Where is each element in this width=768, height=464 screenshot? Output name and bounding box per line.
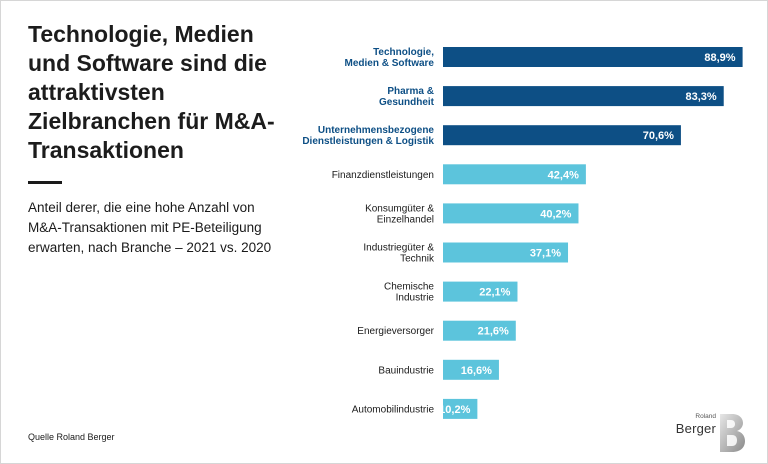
bar-value-label: 16,6% xyxy=(461,365,492,377)
logo-mark-icon xyxy=(720,414,745,452)
category-label: Energieversorger xyxy=(357,326,434,337)
roland-berger-logo: Roland Berger xyxy=(676,412,746,452)
bar-value-label: 70,6% xyxy=(643,130,674,142)
bar-6 xyxy=(443,281,518,302)
bar-value-label: 37,1% xyxy=(530,248,561,260)
bar-value-label: 88,9% xyxy=(704,52,735,64)
title-divider xyxy=(28,181,62,184)
bar-4 xyxy=(443,203,579,224)
category-label: Automobilindustrie xyxy=(352,404,435,415)
bar-value-label: 40,2% xyxy=(540,208,571,220)
category-label: Finanzdienstleistungen xyxy=(332,170,434,181)
chart-subtitle: Anteil derer, die eine hohe Anzahl von M… xyxy=(28,200,272,255)
bar-0 xyxy=(443,47,743,67)
category-label: Technologie, Medien & Software xyxy=(345,47,435,69)
bar-3 xyxy=(443,164,586,185)
category-label: Bauindustrie xyxy=(378,365,434,376)
category-label: Chemische Industrie xyxy=(384,282,434,304)
bar-value-label: 10,2% xyxy=(439,404,470,416)
bar-value-label: 21,6% xyxy=(478,326,509,338)
bar-value-label: 22,1% xyxy=(479,287,510,299)
category-label: Industriegüter & Technik xyxy=(363,243,435,265)
category-label: Pharma & Gesundheit xyxy=(379,86,435,108)
bar-value-label: 83,3% xyxy=(686,91,717,103)
bar-8 xyxy=(443,359,499,380)
bar-9 xyxy=(443,398,478,419)
bar-2 xyxy=(443,125,681,146)
logo-text-small: Roland xyxy=(695,413,716,420)
bar-7 xyxy=(443,320,516,341)
bar-5 xyxy=(443,242,569,263)
page-title: Technologie, Medien und Software sind di… xyxy=(28,21,275,163)
bar-1 xyxy=(443,86,724,107)
category-label: Unternehmensbezogene Dienstleistungen & L… xyxy=(302,125,434,147)
source-note: Quelle Roland Berger xyxy=(28,432,115,442)
category-label: Konsumgüter & Einzelhandel xyxy=(365,203,434,225)
bar-value-label: 42,4% xyxy=(548,169,579,181)
logo-text-big: Berger xyxy=(675,421,716,436)
